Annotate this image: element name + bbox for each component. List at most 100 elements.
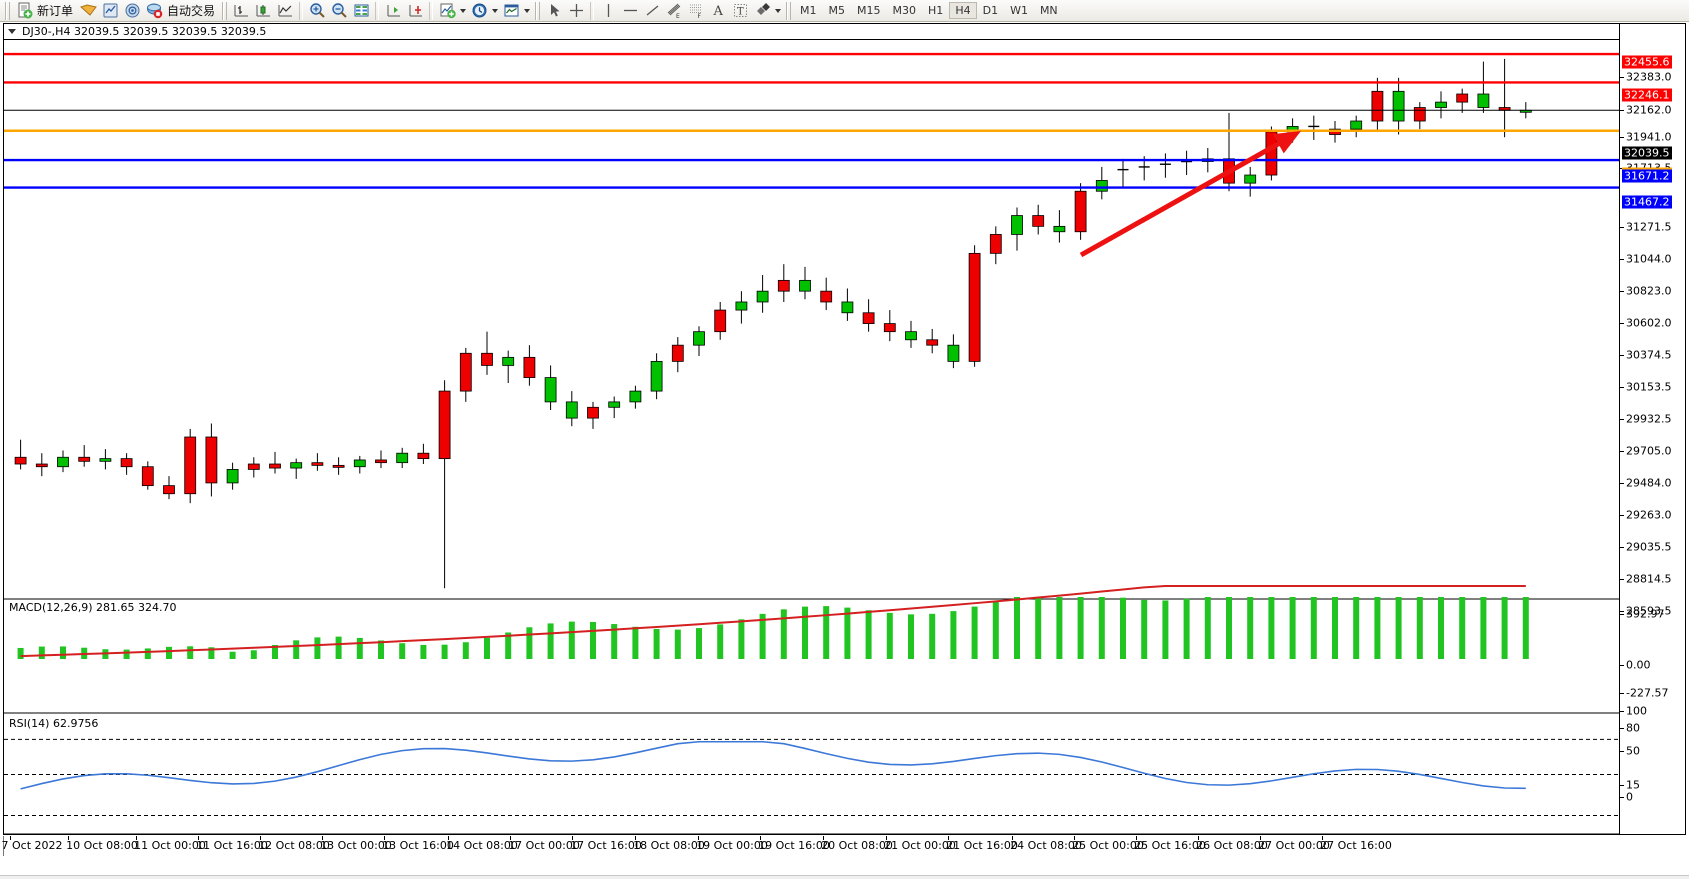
vline-button[interactable] bbox=[597, 1, 619, 21]
fibonacci-button[interactable]: F bbox=[685, 1, 707, 21]
toolbar-grip[interactable] bbox=[5, 1, 10, 20]
candle bbox=[269, 451, 281, 474]
timeframe-mn[interactable]: MN bbox=[1039, 4, 1058, 17]
candle bbox=[862, 299, 875, 332]
candle bbox=[905, 320, 917, 348]
candle bbox=[693, 326, 705, 356]
candle bbox=[375, 450, 387, 469]
line-chart-button[interactable] bbox=[274, 1, 296, 21]
trendline-button[interactable] bbox=[641, 1, 663, 21]
signals-button[interactable] bbox=[121, 1, 143, 21]
templates-chevron-down-icon[interactable] bbox=[524, 8, 531, 13]
candle bbox=[247, 457, 260, 478]
time-tick bbox=[1136, 836, 1137, 840]
chart-plot[interactable] bbox=[4, 40, 1619, 834]
text-button[interactable]: T bbox=[729, 1, 751, 21]
price-level-chip[interactable]: 32246.1 bbox=[1622, 88, 1672, 102]
time-tick bbox=[198, 836, 199, 840]
text-label-button[interactable]: A bbox=[707, 1, 729, 21]
time-axis-label: 20 Oct 08:00 bbox=[821, 839, 893, 852]
subpane-axis-label: 392.97 bbox=[1626, 607, 1665, 621]
time-axis-label: 13 Oct 00:00 bbox=[320, 839, 392, 852]
subpane-tick bbox=[1620, 751, 1624, 752]
hline-icon bbox=[621, 2, 639, 20]
crosshair-button[interactable] bbox=[565, 1, 587, 21]
price-axis-label: 29263.0 bbox=[1626, 508, 1672, 522]
price-axis[interactable]: 32383.032162.031941.031713.531271.531044… bbox=[1619, 24, 1685, 834]
shift-start-button[interactable] bbox=[382, 1, 404, 21]
price-level-chip[interactable]: 32039.5 bbox=[1622, 146, 1672, 160]
candle bbox=[14, 439, 27, 470]
timeframe-m15[interactable]: M15 bbox=[857, 4, 881, 17]
time-tick bbox=[635, 836, 636, 840]
add-indicator-button[interactable] bbox=[436, 1, 468, 21]
time-tick bbox=[68, 836, 69, 840]
toolbar-grip-3[interactable] bbox=[535, 1, 541, 20]
time-axis-label: 21 Oct 00:00 bbox=[884, 839, 956, 852]
price-level-chip[interactable]: 31671.2 bbox=[1622, 169, 1672, 183]
data-window-button[interactable] bbox=[99, 1, 121, 21]
chart-window[interactable]: DJ30-,H4 32039.5 32039.5 32039.5 32039.5… bbox=[3, 23, 1686, 835]
timeframe-m30[interactable]: M30 bbox=[892, 4, 917, 17]
subpane-tick bbox=[1620, 785, 1624, 786]
folder-button[interactable] bbox=[77, 1, 99, 21]
svg-text:A: A bbox=[712, 4, 723, 19]
shapes-button[interactable] bbox=[751, 1, 783, 21]
candlestick-chart-button[interactable] bbox=[252, 1, 274, 21]
shift-end-button[interactable] bbox=[404, 1, 426, 21]
uptrend-arrow[interactable] bbox=[1079, 131, 1301, 258]
new-order-button[interactable]: 新订单 bbox=[13, 1, 77, 21]
cursor-button[interactable] bbox=[543, 1, 565, 21]
price-tick bbox=[1620, 110, 1624, 111]
candle bbox=[629, 385, 642, 409]
grid-button[interactable] bbox=[350, 1, 372, 21]
add-indicator-icon bbox=[438, 2, 456, 20]
templates-button[interactable] bbox=[500, 1, 532, 21]
zoom-in-button[interactable] bbox=[306, 1, 328, 21]
candle bbox=[947, 334, 960, 369]
timeframe-d1[interactable]: D1 bbox=[982, 4, 999, 17]
price-level-chip[interactable]: 32455.6 bbox=[1622, 55, 1672, 69]
time-axis[interactable]: 7 Oct 2022 10 Oct 08:00 11 Oct 00:00 11 Oct… bbox=[1, 836, 1686, 856]
time-tick bbox=[886, 836, 887, 840]
auto-trading-button[interactable]: 自动交易 bbox=[143, 1, 219, 21]
equidistant-channel-button[interactable]: E bbox=[663, 1, 685, 21]
add-indicator-chevron-down-icon[interactable] bbox=[460, 8, 467, 13]
candle bbox=[438, 380, 451, 589]
candle bbox=[735, 291, 748, 324]
new-order-label: 新订单 bbox=[37, 4, 74, 18]
candle bbox=[1392, 77, 1405, 135]
text-label-icon: A bbox=[709, 2, 727, 20]
timeframe-m5[interactable]: M5 bbox=[828, 4, 846, 17]
timeframe-h4[interactable]: H4 bbox=[949, 2, 977, 19]
price-tick bbox=[1620, 291, 1624, 292]
period-chevron-down-icon[interactable] bbox=[492, 8, 499, 13]
timeframe-w1[interactable]: W1 bbox=[1010, 4, 1028, 17]
bar-chart-button[interactable] bbox=[230, 1, 252, 21]
candle bbox=[353, 455, 366, 474]
line-chart-icon bbox=[276, 2, 294, 20]
hline-button[interactable] bbox=[619, 1, 641, 21]
candle bbox=[502, 350, 515, 383]
new-order-icon bbox=[15, 2, 33, 20]
timeframe-h1[interactable]: H1 bbox=[928, 4, 944, 17]
candle bbox=[417, 443, 430, 465]
candle bbox=[1053, 210, 1066, 243]
subpane-axis-label: 0 bbox=[1626, 790, 1633, 804]
price-axis-label: 32162.0 bbox=[1626, 103, 1672, 117]
zoom-out-button[interactable] bbox=[328, 1, 350, 21]
timeframe-m1[interactable]: M1 bbox=[800, 4, 817, 17]
price-axis-label: 31044.0 bbox=[1626, 252, 1672, 266]
time-axis-label: 25 Oct 00:00 bbox=[1072, 839, 1144, 852]
price-level-chip[interactable]: 31467.2 bbox=[1622, 195, 1672, 209]
main-toolbar: 新订单 bbox=[0, 0, 1689, 22]
period-button[interactable] bbox=[468, 1, 500, 21]
shapes-chevron-down-icon[interactable] bbox=[775, 8, 782, 13]
rsi-pane-title: RSI(14) 62.9756 bbox=[9, 717, 99, 730]
price-axis-label: 28593.5 bbox=[1626, 604, 1672, 618]
candle bbox=[565, 391, 578, 427]
toolbar-grip-2[interactable] bbox=[222, 1, 228, 20]
chart-menu-chevron-down-icon[interactable] bbox=[8, 29, 16, 34]
price-axis-label: 31271.5 bbox=[1626, 220, 1672, 234]
toolbar-grip-4[interactable] bbox=[786, 1, 792, 20]
